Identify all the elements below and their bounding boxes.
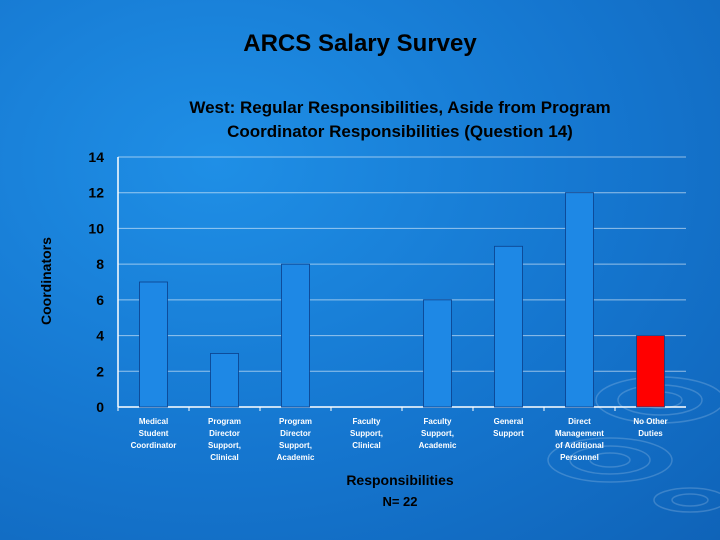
category-label: Academic [277,453,315,462]
bar [423,299,452,408]
category-label: Support, [421,429,454,438]
bar [139,281,168,408]
y-tick-label: 6 [96,292,104,308]
category-label: Medical [139,417,168,426]
category-label: General [494,417,524,426]
y-tick-label: 12 [88,185,104,201]
category-label: Faculty [423,417,452,426]
bar [210,353,239,408]
category-label: Faculty [352,417,381,426]
category-label: Clinical [352,441,380,450]
x-axis-label: Responsibilities [346,472,454,488]
category-label: Program [208,417,241,426]
chart-title-line-1: West: Regular Responsibilities, Aside fr… [189,98,611,117]
category-label: Director [209,429,240,438]
category-label: Support, [350,429,383,438]
category-label: Director [280,429,311,438]
category-label: Student [139,429,169,438]
category-label: Program [279,417,312,426]
category-label: Clinical [210,453,238,462]
category-label: No Other [633,417,667,426]
chart-title-line-2: Coordinator Responsibilities (Question 1… [227,122,573,141]
category-label: Coordinator [131,441,177,450]
bar [494,245,523,408]
slide-title: ARCS Salary Survey [243,30,477,57]
chart-title: West: Regular Responsibilities, Aside fr… [90,96,710,144]
bar [565,192,594,408]
category-label: Support [493,429,524,438]
y-tick-label: 0 [96,399,104,415]
category-label: Personnel [560,453,599,462]
y-tick-label: 4 [96,328,104,344]
y-tick-label: 8 [96,256,104,272]
category-label: Direct [568,417,591,426]
category-label: of Additional [555,441,604,450]
category-label: Academic [419,441,457,450]
category-label: Management [555,429,604,438]
category-label: Support, [208,441,241,450]
category-label: Duties [638,429,663,438]
y-tick-label: 14 [88,149,104,165]
sample-size-note: N= 22 [382,494,418,509]
y-tick-label: 10 [88,220,104,236]
category-label: Support, [279,441,312,450]
bar [281,263,310,408]
bar [636,335,665,408]
y-tick-label: 2 [96,363,104,379]
